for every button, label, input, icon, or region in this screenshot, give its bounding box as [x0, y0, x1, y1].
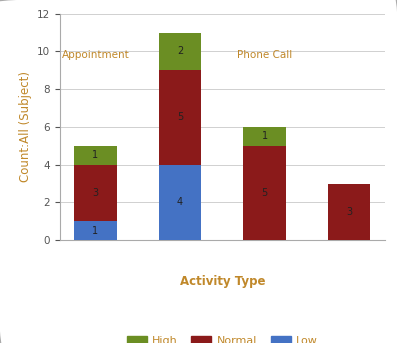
Bar	[328, 184, 370, 240]
Legend: High, Normal, Low: High, Normal, Low	[122, 332, 322, 343]
X-axis label: Activity Type: Activity Type	[179, 275, 265, 288]
Bar	[159, 70, 201, 165]
Text: 3: 3	[93, 188, 98, 198]
Text: 3: 3	[346, 207, 352, 217]
Bar	[243, 127, 286, 146]
Text: 1: 1	[262, 131, 268, 141]
Bar	[74, 165, 117, 221]
Text: 2: 2	[177, 46, 183, 57]
Text: 5: 5	[262, 188, 268, 198]
Y-axis label: Count:All (Subject): Count:All (Subject)	[19, 71, 33, 182]
Text: Phone Call: Phone Call	[237, 50, 292, 60]
Bar	[74, 146, 117, 165]
Bar	[159, 33, 201, 70]
Text: 5: 5	[177, 113, 183, 122]
Text: Appointment: Appointment	[62, 50, 129, 60]
Text: 1: 1	[93, 150, 98, 160]
Bar	[74, 221, 117, 240]
Bar	[159, 165, 201, 240]
Text: 1: 1	[93, 226, 98, 236]
Bar	[243, 146, 286, 240]
Text: 4: 4	[177, 197, 183, 208]
